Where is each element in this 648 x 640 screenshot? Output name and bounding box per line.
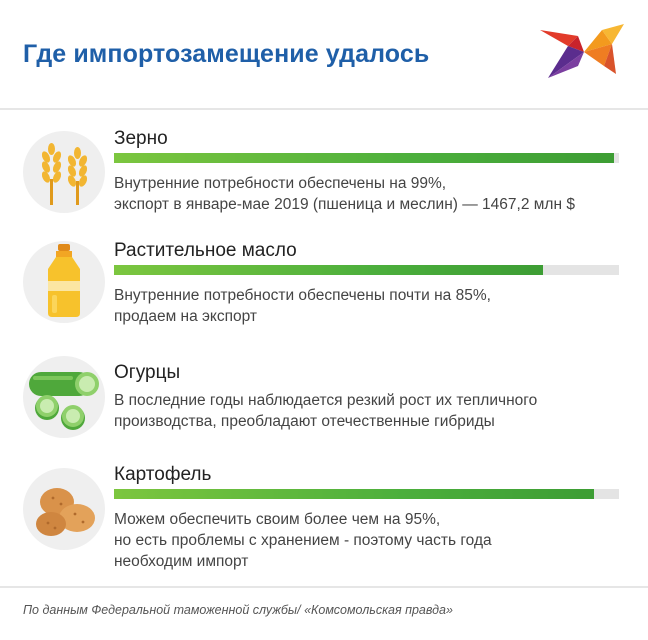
desc-line: Внутренние потребности обеспечены почти …	[114, 287, 491, 304]
desc-line: продаем на экспорт	[114, 308, 258, 325]
source-note: По данным Федеральной таможенной службы/…	[23, 603, 453, 617]
desc-line: производства, преобладают отечественные …	[114, 413, 495, 430]
wheat-icon	[23, 131, 105, 213]
item-description: Можем обеспечить своим более чем на 95%,…	[114, 509, 492, 572]
item-description: Внутренние потребности обеспечены на 99%…	[114, 173, 575, 215]
item-description: В последние годы наблюдается резкий рост…	[114, 390, 537, 432]
desc-line: но есть проблемы с хранением - поэтому ч…	[114, 532, 492, 549]
oil-bottle-icon	[23, 241, 105, 323]
desc-line: Внутренние потребности обеспечены на 99%…	[114, 175, 447, 192]
item-name: Огурцы	[114, 362, 181, 383]
item-description: Внутренние потребности обеспечены почти …	[114, 285, 491, 327]
desc-line: экспорт в январе-мае 2019 (пшеница и мес…	[114, 196, 575, 213]
bar-grain	[114, 153, 614, 163]
item-name: Картофель	[114, 464, 212, 485]
bar-vegetable-oil	[114, 265, 543, 275]
header-divider	[0, 108, 648, 110]
item-name: Зерно	[114, 128, 168, 149]
footer: По данным Федеральной таможенной службы/…	[0, 586, 648, 640]
page-title: Где импортозамещение удалось	[23, 40, 430, 68]
potato-icon	[23, 468, 105, 550]
bar-track	[114, 153, 619, 163]
item-name: Растительное масло	[114, 240, 297, 261]
footer-divider	[0, 586, 648, 588]
bar-potato	[114, 489, 594, 499]
bird-logo-icon	[540, 24, 624, 78]
desc-line: В последние годы наблюдается резкий рост…	[114, 392, 538, 409]
desc-line: Можем обеспечить своим более чем на 95%,	[114, 511, 441, 528]
desc-line: необходим импорт	[114, 553, 249, 570]
cucumber-icon	[23, 356, 105, 438]
header: Где импортозамещение удалось	[0, 0, 648, 108]
bar-track	[114, 489, 619, 499]
bar-track	[114, 265, 619, 275]
